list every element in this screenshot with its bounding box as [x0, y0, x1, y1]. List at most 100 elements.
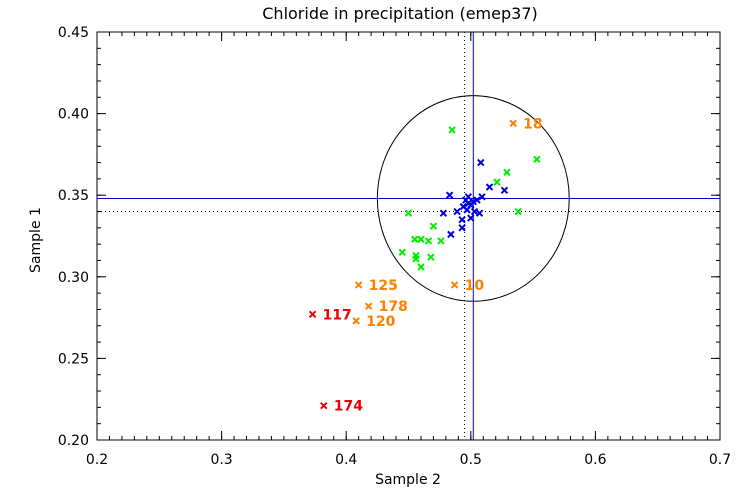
point-marker: [503, 168, 511, 177]
data-point: [412, 255, 420, 263]
point-marker: [308, 310, 317, 319]
point-marker: [354, 281, 363, 289]
data-point: [424, 237, 433, 245]
point-marker: [464, 193, 473, 201]
data-point: [477, 158, 485, 167]
data-point: [533, 155, 541, 164]
point-marker: [437, 237, 445, 245]
point-marker: [417, 263, 425, 271]
data-point: [429, 222, 438, 230]
data-point: [404, 209, 413, 217]
point-label: 178: [379, 299, 408, 315]
point-marker: [475, 209, 484, 217]
point-marker: [417, 235, 425, 243]
data-point: [398, 248, 406, 257]
point-marker: [429, 222, 438, 230]
data-point: [485, 183, 494, 191]
point-marker: [427, 253, 435, 261]
point-marker: [509, 119, 517, 128]
point-marker: [467, 214, 475, 222]
point-marker: [463, 206, 471, 214]
data-point: 178: [364, 299, 408, 315]
data-point: [417, 235, 425, 243]
y-tick-label: 0.20: [58, 433, 89, 449]
data-point: [478, 193, 486, 201]
point-marker: [485, 183, 494, 191]
point-marker: [439, 209, 448, 217]
y-tick-label: 0.25: [58, 351, 89, 367]
point-label: 120: [366, 314, 395, 330]
point-marker: [493, 178, 501, 186]
x-tick-label: 0.2: [86, 452, 108, 468]
point-label: 10: [465, 278, 485, 294]
y-tick-label: 0.45: [58, 25, 89, 41]
plot-frame: [96, 31, 721, 441]
data-point: 174: [320, 399, 363, 415]
point-marker: [352, 317, 360, 325]
data-point: [411, 235, 419, 243]
y-tick-label: 0.40: [58, 107, 89, 123]
point-marker: [477, 158, 485, 167]
x-tick-label: 0.6: [584, 452, 606, 468]
data-point: [493, 178, 501, 186]
data-point: 120: [352, 314, 396, 330]
x-tick-label: 0.7: [709, 452, 731, 468]
data-point: [437, 237, 445, 245]
x-axis-label: Sample 2: [375, 472, 441, 488]
data-point: [448, 126, 456, 134]
point-marker: [453, 207, 461, 216]
data-point: [503, 168, 511, 177]
point-marker: [411, 235, 419, 243]
x-tick-label: 0.4: [335, 452, 357, 468]
data-point: [464, 193, 473, 201]
data-point: [417, 263, 425, 271]
data-point: [470, 207, 479, 216]
confidence-ellipse: [376, 95, 570, 302]
y-tick-label: 0.35: [58, 188, 89, 204]
point-marker: [398, 248, 406, 257]
data-point: [458, 215, 466, 224]
data-point: [447, 230, 455, 239]
point-marker: [533, 155, 541, 164]
point-marker: [470, 207, 479, 216]
point-marker: [458, 224, 466, 232]
point-label: 117: [323, 307, 352, 323]
point-label: 174: [334, 399, 363, 415]
data-point: [458, 224, 466, 232]
data-point: [453, 207, 461, 216]
x-tick-label: 0.5: [460, 452, 482, 468]
data-point: [467, 214, 475, 222]
point-marker: [445, 191, 454, 199]
data-point: [439, 209, 448, 217]
point-marker: [447, 230, 455, 239]
point-marker: [473, 196, 481, 204]
data-point: 125: [354, 278, 398, 294]
chart-title: Chloride in precipitation (emep37): [262, 4, 537, 23]
point-marker: [514, 207, 522, 216]
y-axis-label: Sample 1: [28, 207, 44, 273]
point-marker: [500, 186, 509, 195]
data-point: [473, 196, 481, 204]
point-label: 18: [523, 116, 542, 132]
data-point: [500, 186, 509, 195]
point-marker: [412, 255, 420, 263]
point-marker: [458, 215, 466, 224]
point-marker: [450, 281, 459, 289]
data-point: [445, 191, 454, 199]
point-marker: [478, 193, 486, 201]
data-point: 10: [450, 278, 485, 294]
point-label: 125: [369, 278, 398, 294]
data-point: 18: [509, 116, 543, 132]
data-point: [427, 253, 435, 261]
point-marker: [404, 209, 413, 217]
point-marker: [448, 126, 456, 134]
data-point: [475, 209, 484, 217]
point-marker: [364, 302, 373, 310]
x-tick-label: 0.3: [210, 452, 232, 468]
point-marker: [424, 237, 433, 245]
point-marker: [320, 402, 328, 410]
data-point: [463, 206, 471, 214]
y-tick-label: 0.30: [58, 270, 89, 286]
data-point: 117: [308, 307, 352, 323]
